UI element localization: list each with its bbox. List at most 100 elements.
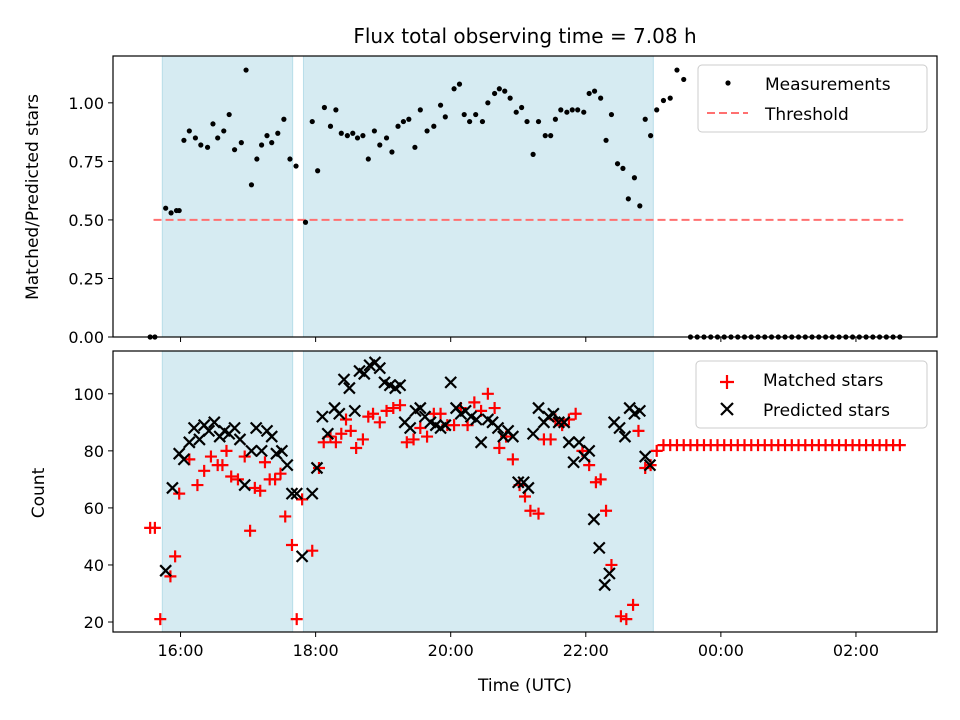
measurement-point (254, 156, 260, 162)
matched-star-point (632, 424, 645, 437)
matched-star-point (258, 456, 271, 469)
matched-star-point (231, 473, 244, 486)
measurement-point (496, 86, 502, 92)
predicted-star-point (567, 455, 580, 469)
matched-star-point (306, 544, 319, 557)
predicted-star-point (526, 427, 540, 441)
predicted-star-point (613, 421, 626, 435)
predicted-star-point (598, 578, 611, 592)
measurement-point (321, 104, 328, 111)
matched-star-point (380, 404, 393, 417)
measurement-point (502, 88, 508, 94)
top-legend-box (697, 64, 928, 133)
matched-star-point (620, 613, 633, 626)
predicted-star-point (638, 450, 652, 463)
measurement-point (338, 130, 344, 136)
predicted-star-point (393, 378, 407, 392)
measurement-point (552, 116, 558, 122)
predicted-star-point (177, 453, 191, 466)
matched-star-point (650, 444, 663, 457)
measurement-point (281, 116, 287, 122)
measurement-point (681, 76, 687, 83)
bottom-legend-box (695, 360, 928, 429)
measurement-point (451, 86, 457, 92)
measurement-point (586, 90, 592, 97)
matched-star-point (225, 470, 238, 483)
predicted-star-point (593, 541, 606, 555)
measurement-point (479, 118, 486, 125)
predicted-star-point (506, 430, 520, 443)
predicted-star-point (280, 458, 294, 472)
bottom-y-tick-label: 40 (84, 556, 104, 575)
matched-star-point (173, 487, 186, 500)
matched-star-point (468, 396, 481, 409)
bottom-y-axis: 20 40 60 80 100 (73, 385, 113, 632)
predicted-star-point (337, 373, 351, 386)
measurement-point (395, 123, 401, 129)
matched-star-point (191, 479, 204, 492)
predicted-star-point (343, 381, 356, 395)
predicted-star-point (233, 433, 247, 446)
matched-star-point (335, 427, 348, 440)
matched-star-point (340, 413, 353, 426)
matched-star-point (414, 422, 427, 435)
matched-star-point (488, 402, 501, 415)
matched-star-point (394, 399, 407, 412)
observing-span (302, 350, 654, 633)
predicted-star-point (587, 513, 601, 526)
measurement-point (344, 133, 350, 139)
bottom-legend: Matched stars Predicted stars (695, 360, 928, 429)
predicted-star-point (414, 401, 427, 415)
predicted-star-point (255, 444, 268, 458)
bottom-x-axis: 16:00 18:00 20:00 22:00 00:00 02:00 (157, 632, 879, 660)
measurement-point (654, 107, 660, 113)
matched-star-point (605, 558, 618, 571)
matched-star-point (544, 433, 557, 446)
measurement-point (648, 133, 654, 139)
measurement-point (377, 142, 383, 148)
predicted-star-point (444, 376, 457, 389)
matched-star-point (244, 524, 257, 537)
measurement-point (535, 118, 542, 125)
measurement-point (507, 95, 513, 101)
measurement-point (461, 111, 467, 118)
x-tick-label: 02:00 (833, 641, 879, 660)
matched-star-point (524, 504, 537, 517)
measurement-point (548, 133, 554, 139)
measurement-point (542, 133, 548, 139)
predicted-star-point (470, 413, 483, 426)
predicted-star-point (208, 416, 221, 429)
measurement-point (327, 123, 334, 129)
matched-star-point (204, 450, 217, 463)
predicted-star-point (166, 481, 179, 495)
predicted-star-point (249, 421, 263, 435)
legend-matched-marker (720, 375, 734, 389)
measurement-point (204, 144, 211, 150)
measurement-point (221, 128, 227, 134)
measurement-point (293, 163, 299, 169)
chart-title: Flux total observing time = 7.08 h (353, 24, 696, 48)
measurement-point (614, 161, 621, 167)
top-y-tick-label: 1.00 (68, 94, 104, 113)
measurement-point (437, 102, 444, 108)
predicted-star-point (228, 421, 241, 435)
matched-star-point (506, 453, 519, 466)
predicted-star-point (290, 487, 303, 500)
top-y-tick-label: 0.75 (68, 152, 104, 171)
predicted-star-point (265, 430, 278, 443)
measurement-point (248, 182, 255, 188)
measurement-point (406, 116, 412, 122)
predicted-star-point (373, 361, 387, 375)
bottom-observing-spans (161, 350, 654, 633)
measurement-point (168, 210, 174, 216)
predicted-star-point (305, 487, 319, 500)
predicted-star-point (603, 567, 616, 580)
matched-star-point (532, 507, 545, 520)
measurement-point (350, 130, 356, 136)
x-tick-label: 22:00 (563, 641, 609, 660)
matched-star-point (562, 413, 575, 426)
measurement-point (456, 81, 463, 87)
matched-star-point (387, 402, 400, 415)
legend-predicted-marker (720, 402, 734, 416)
top-y-tick-label: 0.50 (68, 211, 104, 230)
